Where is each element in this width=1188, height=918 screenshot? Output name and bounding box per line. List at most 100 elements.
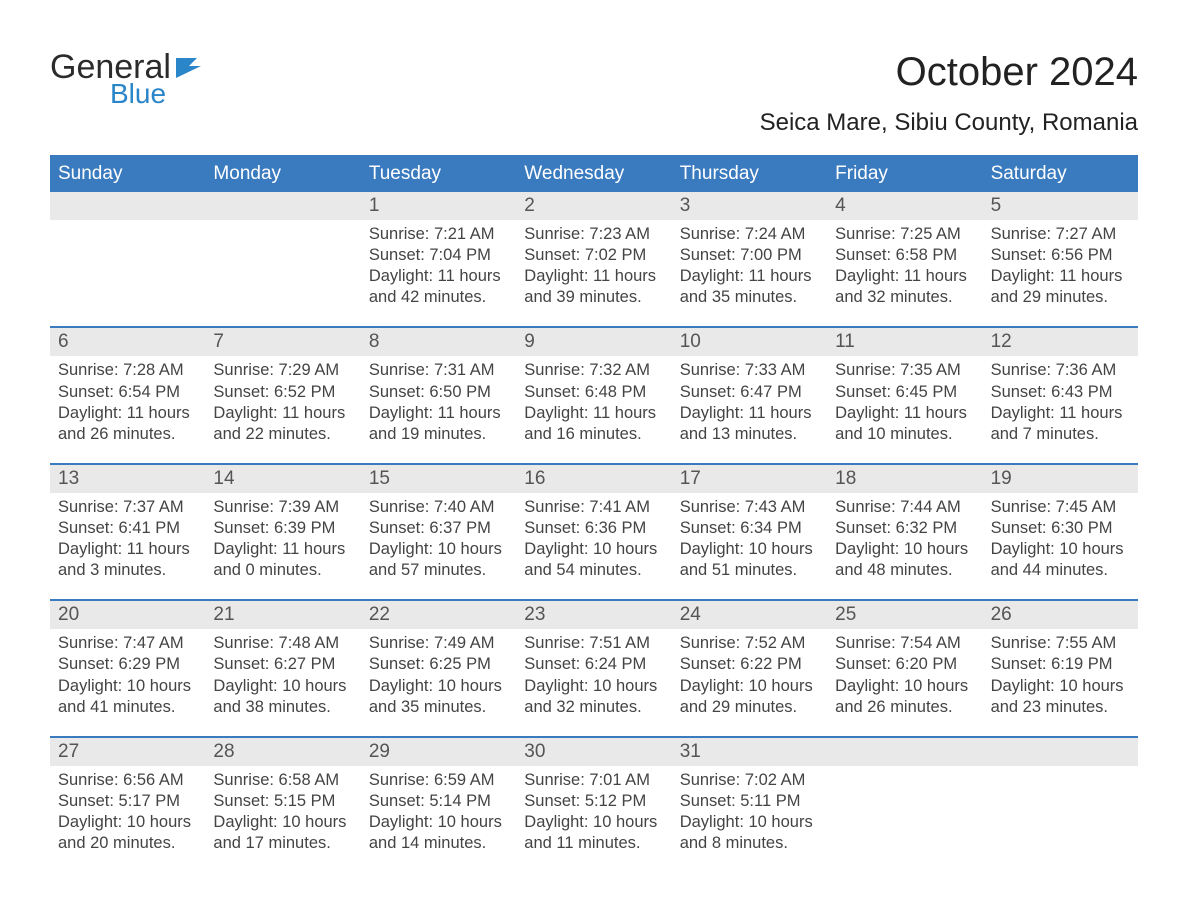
day-body: Sunrise: 6:59 AMSunset: 5:14 PMDaylight:… xyxy=(361,766,516,854)
day-cell: 4Sunrise: 7:25 AMSunset: 6:58 PMDaylight… xyxy=(827,192,982,326)
day-cell: 10Sunrise: 7:33 AMSunset: 6:47 PMDayligh… xyxy=(672,328,827,462)
day-number xyxy=(50,192,205,220)
day-cell: 13Sunrise: 7:37 AMSunset: 6:41 PMDayligh… xyxy=(50,465,205,599)
day-number: 24 xyxy=(672,601,827,629)
sunrise-text: Sunrise: 7:44 AM xyxy=(835,497,974,518)
day-body: Sunrise: 7:39 AMSunset: 6:39 PMDaylight:… xyxy=(205,493,360,581)
sunrise-text: Sunrise: 7:40 AM xyxy=(369,497,508,518)
day-number: 2 xyxy=(516,192,671,220)
day-body: Sunrise: 7:41 AMSunset: 6:36 PMDaylight:… xyxy=(516,493,671,581)
sunrise-text: Sunrise: 7:27 AM xyxy=(991,224,1130,245)
calendar-page: General Blue October 2024 Seica Mare, Si… xyxy=(0,0,1188,918)
sunrise-text: Sunrise: 7:55 AM xyxy=(991,633,1130,654)
day-cell: 19Sunrise: 7:45 AMSunset: 6:30 PMDayligh… xyxy=(983,465,1138,599)
daylight-text: Daylight: 10 hours and 38 minutes. xyxy=(213,676,352,718)
day-number: 8 xyxy=(361,328,516,356)
daylight-text: Daylight: 11 hours and 0 minutes. xyxy=(213,539,352,581)
sunrise-text: Sunrise: 7:25 AM xyxy=(835,224,974,245)
day-cell: 29Sunrise: 6:59 AMSunset: 5:14 PMDayligh… xyxy=(361,738,516,872)
daylight-text: Daylight: 11 hours and 10 minutes. xyxy=(835,403,974,445)
day-body: Sunrise: 7:29 AMSunset: 6:52 PMDaylight:… xyxy=(205,356,360,444)
day-number: 16 xyxy=(516,465,671,493)
day-cell: 8Sunrise: 7:31 AMSunset: 6:50 PMDaylight… xyxy=(361,328,516,462)
sunset-text: Sunset: 7:02 PM xyxy=(524,245,663,266)
day-body-empty xyxy=(827,766,982,791)
day-body: Sunrise: 7:45 AMSunset: 6:30 PMDaylight:… xyxy=(983,493,1138,581)
day-body: Sunrise: 7:31 AMSunset: 6:50 PMDaylight:… xyxy=(361,356,516,444)
day-number: 10 xyxy=(672,328,827,356)
sunrise-text: Sunrise: 7:29 AM xyxy=(213,360,352,381)
sunset-text: Sunset: 6:48 PM xyxy=(524,382,663,403)
day-cell: 3Sunrise: 7:24 AMSunset: 7:00 PMDaylight… xyxy=(672,192,827,326)
day-body: Sunrise: 6:58 AMSunset: 5:15 PMDaylight:… xyxy=(205,766,360,854)
week-row: 20Sunrise: 7:47 AMSunset: 6:29 PMDayligh… xyxy=(50,599,1138,735)
sunset-text: Sunset: 6:52 PM xyxy=(213,382,352,403)
daylight-text: Daylight: 10 hours and 35 minutes. xyxy=(369,676,508,718)
daylight-text: Daylight: 11 hours and 35 minutes. xyxy=(680,266,819,308)
day-body: Sunrise: 7:24 AMSunset: 7:00 PMDaylight:… xyxy=(672,220,827,308)
day-body: Sunrise: 7:49 AMSunset: 6:25 PMDaylight:… xyxy=(361,629,516,717)
day-cell: 11Sunrise: 7:35 AMSunset: 6:45 PMDayligh… xyxy=(827,328,982,462)
header-row: General Blue October 2024 Seica Mare, Si… xyxy=(50,50,1138,137)
weekday-header: Friday xyxy=(827,157,982,192)
sunset-text: Sunset: 6:58 PM xyxy=(835,245,974,266)
sunrise-text: Sunrise: 7:01 AM xyxy=(524,770,663,791)
day-body: Sunrise: 7:32 AMSunset: 6:48 PMDaylight:… xyxy=(516,356,671,444)
day-body: Sunrise: 7:35 AMSunset: 6:45 PMDaylight:… xyxy=(827,356,982,444)
day-number: 26 xyxy=(983,601,1138,629)
sunset-text: Sunset: 6:47 PM xyxy=(680,382,819,403)
sunset-text: Sunset: 6:20 PM xyxy=(835,654,974,675)
sunset-text: Sunset: 6:50 PM xyxy=(369,382,508,403)
day-body: Sunrise: 7:37 AMSunset: 6:41 PMDaylight:… xyxy=(50,493,205,581)
day-cell: 1Sunrise: 7:21 AMSunset: 7:04 PMDaylight… xyxy=(361,192,516,326)
sunrise-text: Sunrise: 7:23 AM xyxy=(524,224,663,245)
day-number: 30 xyxy=(516,738,671,766)
sunset-text: Sunset: 6:25 PM xyxy=(369,654,508,675)
sunrise-text: Sunrise: 7:02 AM xyxy=(680,770,819,791)
daylight-text: Daylight: 11 hours and 22 minutes. xyxy=(213,403,352,445)
daylight-text: Daylight: 10 hours and 20 minutes. xyxy=(58,812,197,854)
sunrise-text: Sunrise: 6:58 AM xyxy=(213,770,352,791)
week-row: 27Sunrise: 6:56 AMSunset: 5:17 PMDayligh… xyxy=(50,736,1138,872)
day-number: 3 xyxy=(672,192,827,220)
day-body: Sunrise: 6:56 AMSunset: 5:17 PMDaylight:… xyxy=(50,766,205,854)
title-block: October 2024 Seica Mare, Sibiu County, R… xyxy=(760,50,1138,137)
day-body: Sunrise: 7:33 AMSunset: 6:47 PMDaylight:… xyxy=(672,356,827,444)
sunrise-text: Sunrise: 7:37 AM xyxy=(58,497,197,518)
day-number: 13 xyxy=(50,465,205,493)
sunset-text: Sunset: 5:14 PM xyxy=(369,791,508,812)
day-number: 11 xyxy=(827,328,982,356)
sunset-text: Sunset: 6:36 PM xyxy=(524,518,663,539)
daylight-text: Daylight: 11 hours and 19 minutes. xyxy=(369,403,508,445)
daylight-text: Daylight: 11 hours and 26 minutes. xyxy=(58,403,197,445)
sunrise-text: Sunrise: 7:52 AM xyxy=(680,633,819,654)
day-cell: 22Sunrise: 7:49 AMSunset: 6:25 PMDayligh… xyxy=(361,601,516,735)
day-number: 7 xyxy=(205,328,360,356)
day-number: 17 xyxy=(672,465,827,493)
day-number: 25 xyxy=(827,601,982,629)
week-row: 6Sunrise: 7:28 AMSunset: 6:54 PMDaylight… xyxy=(50,326,1138,462)
daylight-text: Daylight: 10 hours and 57 minutes. xyxy=(369,539,508,581)
sunset-text: Sunset: 6:32 PM xyxy=(835,518,974,539)
day-cell: 28Sunrise: 6:58 AMSunset: 5:15 PMDayligh… xyxy=(205,738,360,872)
day-number: 6 xyxy=(50,328,205,356)
sunset-text: Sunset: 7:04 PM xyxy=(369,245,508,266)
day-cell: 26Sunrise: 7:55 AMSunset: 6:19 PMDayligh… xyxy=(983,601,1138,735)
sunrise-text: Sunrise: 7:32 AM xyxy=(524,360,663,381)
sunrise-text: Sunrise: 7:49 AM xyxy=(369,633,508,654)
page-title: October 2024 xyxy=(760,50,1138,95)
day-body: Sunrise: 7:47 AMSunset: 6:29 PMDaylight:… xyxy=(50,629,205,717)
sunset-text: Sunset: 6:41 PM xyxy=(58,518,197,539)
daylight-text: Daylight: 10 hours and 14 minutes. xyxy=(369,812,508,854)
day-cell xyxy=(205,192,360,326)
brand-word-2: Blue xyxy=(110,78,201,110)
day-cell: 15Sunrise: 7:40 AMSunset: 6:37 PMDayligh… xyxy=(361,465,516,599)
day-body: Sunrise: 7:51 AMSunset: 6:24 PMDaylight:… xyxy=(516,629,671,717)
day-cell: 14Sunrise: 7:39 AMSunset: 6:39 PMDayligh… xyxy=(205,465,360,599)
day-body: Sunrise: 7:01 AMSunset: 5:12 PMDaylight:… xyxy=(516,766,671,854)
day-number xyxy=(827,738,982,766)
day-cell: 20Sunrise: 7:47 AMSunset: 6:29 PMDayligh… xyxy=(50,601,205,735)
weekday-header: Tuesday xyxy=(361,157,516,192)
day-number xyxy=(983,738,1138,766)
sunrise-text: Sunrise: 6:59 AM xyxy=(369,770,508,791)
